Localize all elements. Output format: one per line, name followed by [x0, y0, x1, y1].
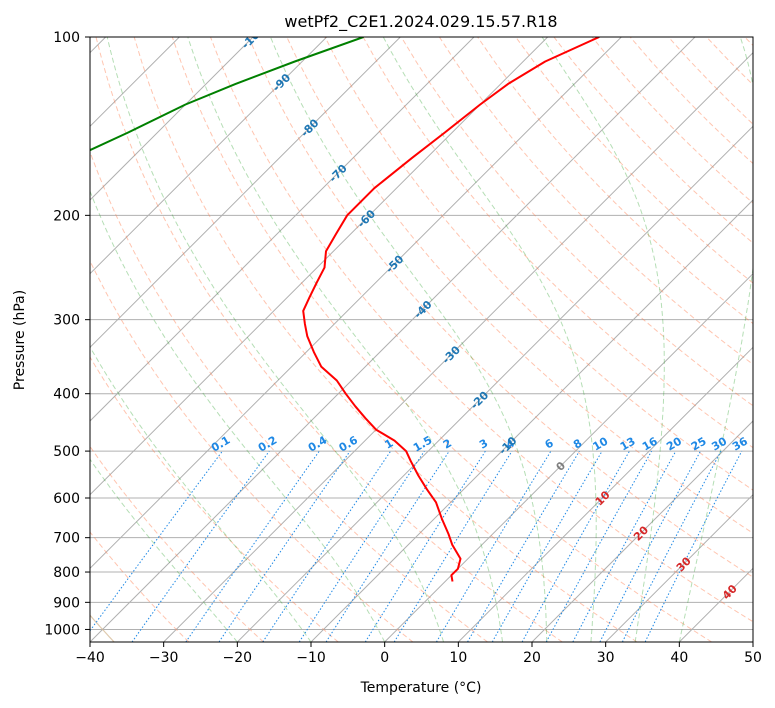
dry-adiabat-line: [515, 37, 753, 284]
plot-area: 0.1 0.2 0.4 0.6 1 1.5 2 3 4 6 8 10 13 16 20 25 30 36-100-…: [90, 37, 753, 642]
dry-adiabat-line: [90, 259, 414, 642]
chart-title: wetPf2_C2E1.2024.029.15.57.R18: [284, 12, 557, 32]
temperature-profile: [302, 37, 600, 582]
sounding-series: [90, 37, 600, 582]
y-tick-label: 500: [53, 444, 80, 460]
isotherm-line: [236, 125, 753, 642]
moist-adiabat-line: [382, 37, 597, 642]
dry-adiabat-line: [324, 37, 753, 491]
x-tick-label: 40: [670, 650, 688, 666]
isotherm-line: [310, 199, 753, 642]
mixing-ratio-line: [325, 450, 450, 642]
moist-adiabat-line: [270, 37, 548, 642]
y-axis-label: Pressure (hPa): [12, 290, 28, 390]
mixing-ratio-line: [621, 450, 722, 642]
y-tick-label: 300: [53, 313, 80, 329]
mixing-ratio-line: [298, 450, 425, 642]
dry-adiabat-line: [133, 37, 638, 642]
mixing-ratio-line: [599, 450, 701, 642]
axes-frame: [89, 36, 754, 643]
mixing-ratio-line: [572, 450, 677, 642]
x-tick-label: −20: [223, 650, 253, 666]
dry-adiabat-line: [400, 37, 753, 407]
mixing-ratio-lines: [90, 450, 743, 642]
mixing-ratio-line: [521, 450, 630, 642]
isotherm-line: [90, 37, 696, 642]
y-tick-label: 600: [53, 491, 80, 507]
mixing-ratio-line: [435, 450, 552, 642]
mixing-ratio-line: [218, 450, 351, 642]
dry-adiabat-line: [438, 37, 753, 366]
x-tick-label: 10: [449, 650, 467, 666]
y-tick-label: 900: [53, 595, 80, 611]
x-tick-label: 30: [597, 650, 615, 666]
y-tick-label: 800: [53, 565, 80, 581]
moist-adiabat-line: [678, 37, 753, 642]
moist-adiabat-line: [106, 37, 445, 642]
dry-adiabat-line: [90, 445, 264, 642]
isotherm-line: [90, 37, 254, 201]
moist-adiabat-line: [90, 189, 386, 642]
dry-adiabat-line: [210, 37, 753, 623]
isobar-grid: [90, 37, 753, 630]
moist-adiabat-line: [541, 37, 665, 642]
y-axis-ticks: 100 200 300 400 500 600 700 800 900 1000: [44, 30, 90, 638]
dry-adiabat-line: [90, 356, 339, 642]
isotherm-line: [90, 37, 401, 349]
mixing-ratio-line: [131, 450, 270, 642]
x-tick-label: −40: [75, 650, 105, 666]
moist-adiabat-line: [90, 458, 238, 642]
isotherm-line: [531, 420, 753, 642]
mixing-ratio-line: [364, 450, 486, 642]
mixing-ratio-line: [90, 450, 223, 632]
x-tick-label: 20: [523, 650, 541, 666]
isotherm-line: [163, 51, 753, 642]
y-tick-label: 100: [53, 30, 80, 46]
dry-adiabats: [90, 37, 753, 642]
mixing-ratio-line: [393, 450, 513, 642]
moist-adiabat-line: [90, 346, 312, 642]
x-tick-label: 50: [744, 650, 762, 666]
isotherm-line: [90, 37, 622, 570]
y-tick-label: 1000: [44, 622, 80, 638]
isotherm-line: [90, 37, 475, 422]
mixing-ratio-line: [185, 450, 320, 642]
dry-adiabat-line: [171, 37, 712, 642]
dry-adiabat-line: [95, 37, 563, 642]
isotherm-grid: [90, 37, 753, 642]
y-tick-label: 200: [53, 208, 80, 224]
mixing-ratio-line: [545, 450, 653, 642]
isotherm-line: [90, 37, 328, 275]
x-tick-label: 0: [380, 650, 389, 666]
x-axis-ticks: −40 −30 −20 −10 0 10 20 30 40 50: [75, 642, 762, 666]
isotherm-line: [384, 272, 753, 642]
isotherm-line: [605, 493, 753, 642]
x-tick-label: −30: [149, 650, 179, 666]
y-tick-label: 400: [53, 387, 80, 403]
isotherm-line: [90, 37, 549, 496]
moist-adiabats: [90, 37, 753, 642]
x-axis-label: Temperature (°C): [360, 680, 482, 696]
dry-adiabat-line: [90, 150, 488, 642]
isotherm-line: [457, 346, 753, 642]
y-tick-label: 700: [53, 531, 80, 547]
moist-adiabat-line: [187, 37, 503, 642]
dry-adiabat-line: [248, 37, 753, 578]
mixing-ratio-line: [262, 450, 392, 642]
dry-adiabat-line: [90, 531, 190, 642]
mixing-ratio-line: [644, 450, 743, 642]
x-tick-label: −10: [296, 650, 326, 666]
